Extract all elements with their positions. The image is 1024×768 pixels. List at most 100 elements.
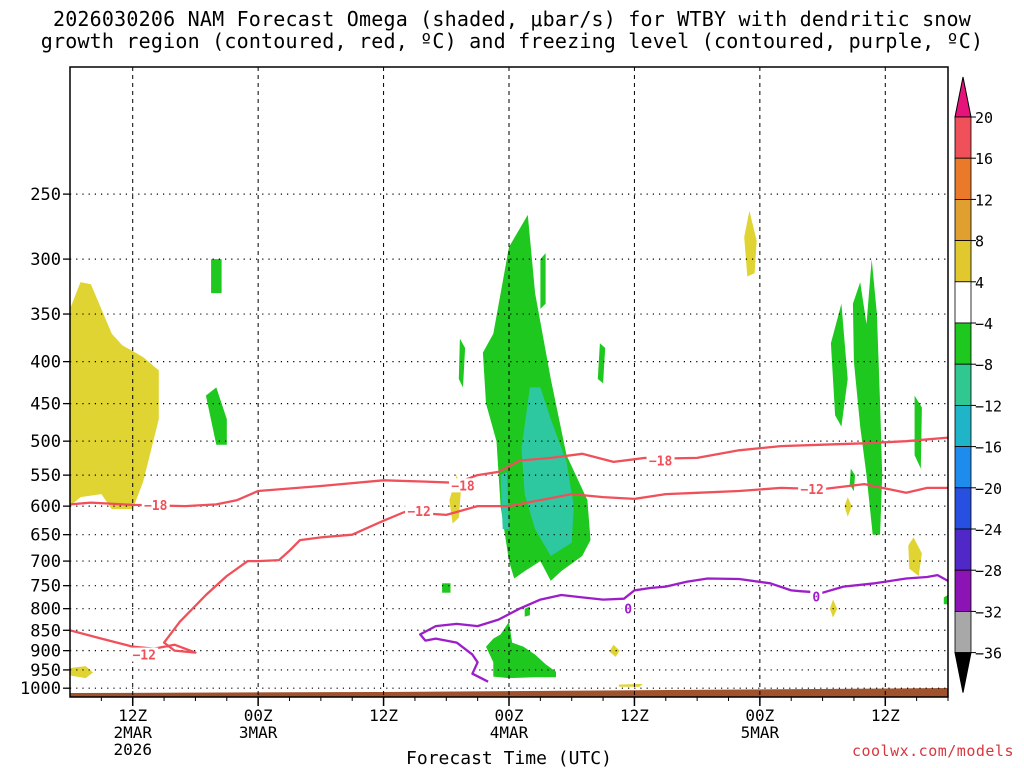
- omega-region-0-7: [844, 497, 852, 517]
- y-tick-label-1000: 1000: [20, 679, 61, 699]
- contour-label-bg-0-0: [141, 497, 170, 512]
- contour-label-2-1: 0: [812, 590, 820, 605]
- omega-region-1-12: [486, 621, 556, 679]
- contour-label-1-2: −12: [800, 483, 823, 498]
- contour-line-1: [70, 482, 948, 654]
- y-tick-label-700: 700: [30, 552, 61, 572]
- x-tick-label-48-1: 4MAR: [490, 723, 529, 742]
- colorbar-box-7: [954, 404, 972, 447]
- colorbar-box-1: [954, 157, 972, 200]
- omega-region-1-4: [458, 338, 466, 388]
- omega-region-0-3: [744, 210, 757, 277]
- gridlines: [70, 67, 948, 697]
- x-tick-label-12-2: 2026: [113, 740, 152, 759]
- contour-label-bg-1-0: [130, 647, 159, 662]
- y-tick-label-350: 350: [30, 305, 61, 325]
- x-tick-label-12-0: 12Z: [118, 706, 147, 725]
- x-tick-label-72-0: 00Z: [745, 706, 774, 725]
- y-tick-label-400: 400: [30, 353, 61, 373]
- colorbar-box-10: [954, 528, 972, 571]
- y-tick-label-650: 650: [30, 526, 61, 546]
- y-tick-label-600: 600: [30, 497, 61, 517]
- colorbar: 20 16 12 8 4 −4 −8 −12 −16 −20 −24 −28 −32 −36: [954, 76, 1002, 693]
- chart-title-line-1: 2026030206 NAM Forecast Omega (shaded, μ…: [52, 7, 972, 31]
- omega-region-1-1: [205, 387, 227, 445]
- omega-region-2-1: [500, 471, 509, 530]
- contour-line-0: [70, 436, 948, 508]
- colorbar-label-9: −20: [975, 480, 1002, 498]
- omega-region-0-4: [908, 537, 922, 576]
- contour-label-bg-0-2: [646, 453, 675, 468]
- y-tick-label-450: 450: [30, 395, 61, 415]
- omega-region-1-9: [914, 395, 922, 469]
- x-tick-label-84-0: 12Z: [871, 706, 900, 725]
- colorbar-top-arrow: [954, 76, 972, 118]
- omega-region-0-5: [609, 644, 620, 657]
- colorbar-label-8: −16: [975, 439, 1002, 457]
- y-tick-label-850: 850: [30, 621, 61, 641]
- omega-region-2-0: [521, 387, 574, 556]
- omega-region-1-13: [524, 606, 530, 617]
- omega-region-1-10: [943, 595, 948, 605]
- colorbar-box-0: [954, 116, 972, 159]
- colorbar-label-3: 8: [975, 233, 984, 251]
- x-tick-label-60-0: 12Z: [620, 706, 649, 725]
- contour-label-bg-0-1: [449, 478, 478, 493]
- contour-label-bg-1-1: [405, 503, 434, 518]
- contour-label-2-0: 0: [624, 603, 632, 618]
- chart-title-line-2: growth region (contoured, red, ºC) and f…: [40, 29, 984, 53]
- y-tick-label-950: 950: [30, 661, 61, 681]
- colorbar-box-11: [954, 569, 972, 612]
- colorbar-box-12: [954, 611, 972, 654]
- y-tick-label-300: 300: [30, 250, 61, 270]
- x-tick-label-48-0: 00Z: [495, 706, 524, 725]
- contour-line-2: [419, 573, 948, 683]
- contours: −18 −18 −18 −12 −12 −12 0 0: [70, 436, 948, 683]
- x-tick-label-36-0: 12Z: [369, 706, 398, 725]
- x-tick-label-24-1: 3MAR: [239, 723, 278, 742]
- colorbar-box-5: [954, 322, 972, 365]
- omega-shading: [70, 210, 948, 687]
- contour-label-bg-1-2: [798, 482, 827, 497]
- y-tick-label-500: 500: [30, 432, 61, 452]
- colorbar-label-0: 20: [975, 109, 993, 127]
- chart-title: 2026030206 NAM Forecast Omega (shaded, μ…: [0, 8, 1024, 52]
- contour-label-0-1: −18: [451, 479, 475, 494]
- omega-region-1-5: [597, 343, 606, 384]
- colorbar-box-2: [954, 198, 972, 241]
- contour-label-0-0: −18: [144, 499, 168, 514]
- y-tick-label-900: 900: [30, 642, 61, 662]
- colorbar-box-8: [954, 446, 972, 489]
- colorbar-label-4: 4: [975, 274, 984, 292]
- contour-label-1-0: −12: [132, 649, 155, 664]
- colorbar-box-3: [954, 240, 972, 283]
- y-tick-label-800: 800: [30, 600, 61, 620]
- contour-label-bg-2-0: [622, 601, 635, 616]
- omega-region-0-1: [70, 666, 93, 679]
- colorbar-label-11: −28: [975, 562, 1002, 580]
- omega-region-1-8: [849, 468, 855, 491]
- omega-region-0-8: [618, 683, 643, 687]
- colorbar-bottom-arrow: [954, 652, 972, 693]
- y-tick-label-250: 250: [30, 185, 61, 205]
- x-tick-label-72-1: 5MAR: [741, 723, 780, 742]
- colorbar-label-6: −8: [975, 356, 993, 374]
- colorbar-label-1: 16: [975, 150, 993, 168]
- omega-region-1-0: [211, 259, 222, 294]
- x-tick-label-12-1: 2MAR: [113, 723, 152, 742]
- y-tick-label-550: 550: [30, 466, 61, 486]
- colorbar-label-2: 12: [975, 191, 993, 209]
- y-tick-label-750: 750: [30, 577, 61, 597]
- colorbar-box-6: [954, 363, 972, 406]
- colorbar-label-13: −36: [975, 645, 1002, 663]
- omega-region-1-7: [852, 259, 883, 535]
- contour-label-0-2: −18: [649, 455, 673, 470]
- x-axis-label: Forecast Time (UTC): [406, 748, 612, 768]
- axes: 2503003504004505005506006507007508008509…: [20, 66, 949, 759]
- omega-region-1-6: [830, 303, 848, 427]
- omega-region-1-3: [540, 253, 546, 309]
- colorbar-box-9: [954, 487, 972, 530]
- colorbar-label-7: −12: [975, 397, 1002, 415]
- credit-link[interactable]: coolwx.com/models: [851, 742, 1014, 760]
